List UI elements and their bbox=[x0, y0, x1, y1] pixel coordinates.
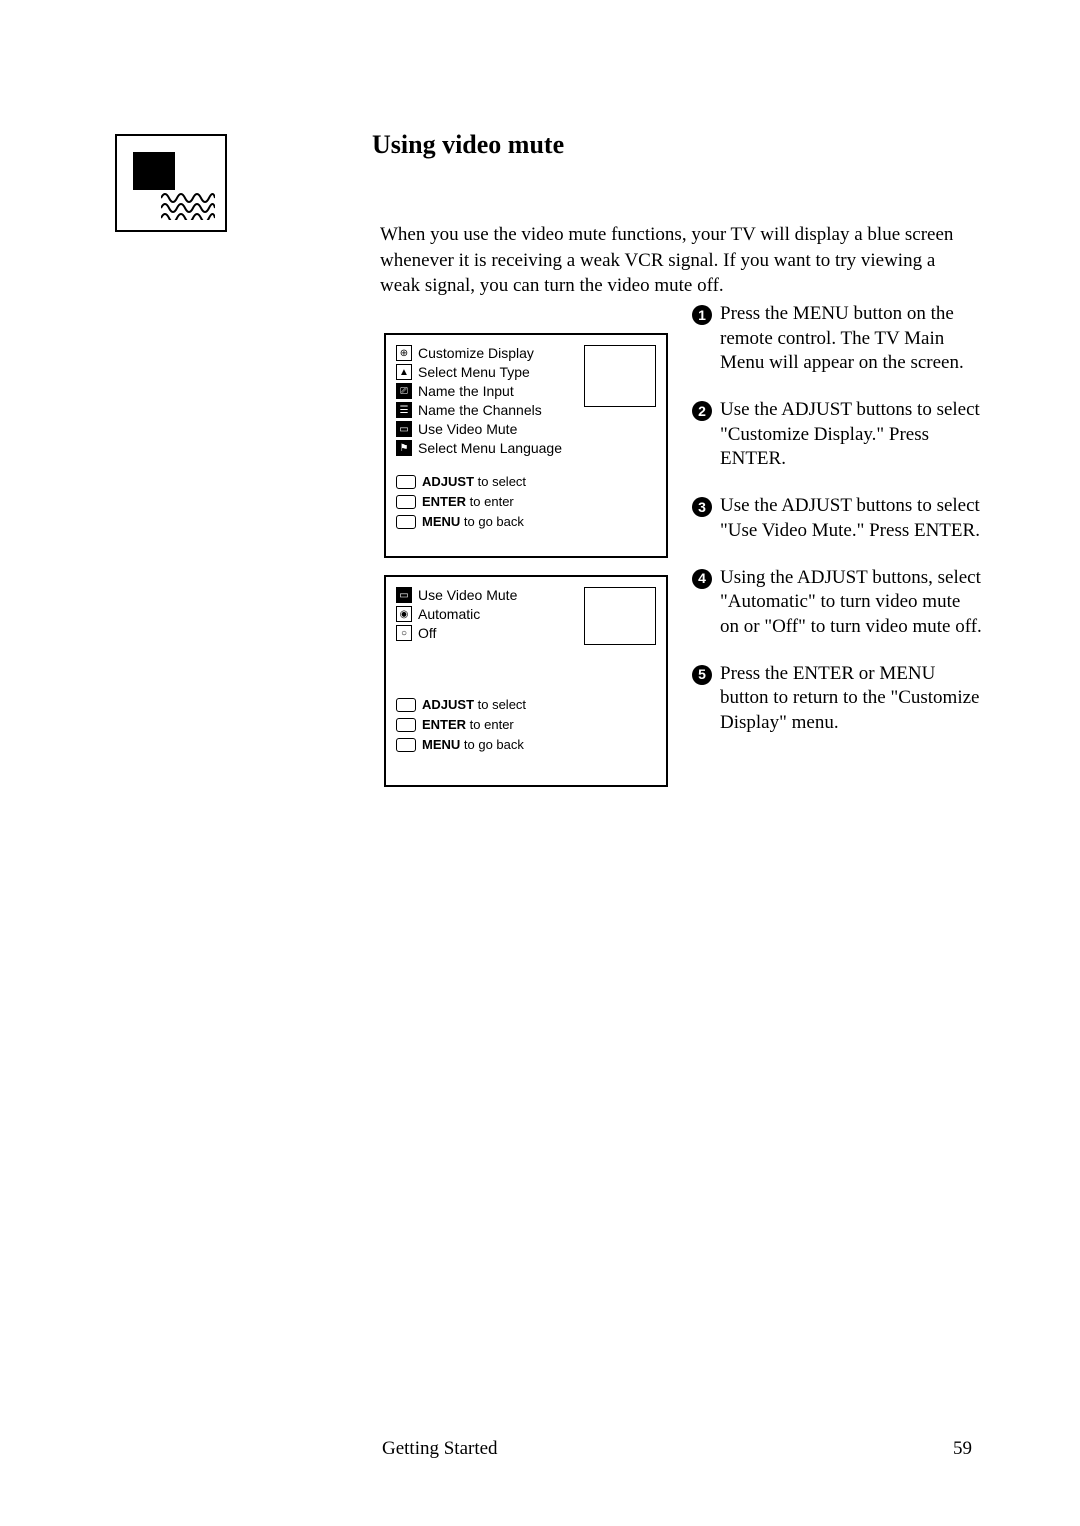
section-heading: Using video mute bbox=[372, 130, 564, 160]
menu-item-label: Name the Input bbox=[418, 383, 514, 399]
menu-glyph-icon: ⚑ bbox=[396, 440, 412, 456]
signal-waves-icon bbox=[161, 190, 215, 220]
step-number-icon: 2 bbox=[692, 401, 712, 421]
control-label: ENTER bbox=[422, 494, 466, 509]
control-suffix: to enter bbox=[466, 717, 514, 732]
menu-item-label: Automatic bbox=[418, 606, 480, 622]
menu-item-label: Use Video Mute bbox=[418, 421, 517, 437]
menu-glyph-icon: ◉ bbox=[396, 606, 412, 622]
step-text: Press the MENU button on the remote cont… bbox=[720, 302, 982, 376]
menu-glyph-icon: ○ bbox=[396, 625, 412, 641]
menu-item-label: Select Menu Type bbox=[418, 364, 530, 380]
control-suffix: to go back bbox=[460, 514, 524, 529]
menu-glyph-icon: ⎚ bbox=[396, 383, 412, 399]
step-number-icon: 1 bbox=[692, 305, 712, 325]
step-text: Use the ADJUST buttons to select "Custom… bbox=[720, 398, 982, 472]
enter-button-icon bbox=[396, 718, 416, 732]
step-4: 4 Using the ADJUST buttons, select "Auto… bbox=[692, 566, 982, 640]
menu-glyph-icon: ⊕ bbox=[396, 345, 412, 361]
step-2: 2 Use the ADJUST buttons to select "Cust… bbox=[692, 398, 982, 472]
menu-glyph-icon: ☰ bbox=[396, 402, 412, 418]
control-label: ADJUST bbox=[422, 697, 474, 712]
tv-screen-icon bbox=[133, 152, 175, 190]
step-1: 1 Press the MENU button on the remote co… bbox=[692, 302, 982, 376]
menu-glyph-icon: ▲ bbox=[396, 364, 412, 380]
menu-screenshot-customize: ⊕ Customize Display ▲ Select Menu Type ⎚ Na… bbox=[384, 333, 668, 558]
step-text: Using the ADJUST buttons, select "Automa… bbox=[720, 566, 982, 640]
control-suffix: to enter bbox=[466, 494, 514, 509]
menu-glyph-icon: ▭ bbox=[396, 587, 412, 603]
controls-legend: ADJUST to select ENTER to enter MENU to … bbox=[396, 474, 656, 529]
control-label: MENU bbox=[422, 737, 460, 752]
control-label: MENU bbox=[422, 514, 460, 529]
menu-item-label: Customize Display bbox=[418, 345, 534, 361]
footer-section-name: Getting Started bbox=[382, 1438, 498, 1460]
menu-item: ⚑ Select Menu Language bbox=[396, 440, 656, 456]
steps-list: 1 Press the MENU button on the remote co… bbox=[692, 302, 982, 758]
control-label: ADJUST bbox=[422, 474, 474, 489]
step-number-icon: 4 bbox=[692, 569, 712, 589]
menu-item-label: Name the Channels bbox=[418, 402, 542, 418]
control-suffix: to select bbox=[474, 697, 526, 712]
control-suffix: to select bbox=[474, 474, 526, 489]
adjust-button-icon bbox=[396, 698, 416, 712]
menu-screenshot-videomute: ▭ Use Video Mute ◉ Automatic ○ Off ADJUST t… bbox=[384, 575, 668, 787]
step-3: 3 Use the ADJUST buttons to select "Use … bbox=[692, 494, 982, 543]
menu-glyph-icon: ▭ bbox=[396, 421, 412, 437]
menu-button-icon bbox=[396, 738, 416, 752]
step-text: Use the ADJUST buttons to select "Use Vi… bbox=[720, 494, 982, 543]
page-number: 59 bbox=[953, 1438, 972, 1460]
step-5: 5 Press the ENTER or MENU button to retu… bbox=[692, 662, 982, 736]
step-number-icon: 5 bbox=[692, 665, 712, 685]
controls-legend: ADJUST to select ENTER to enter MENU to … bbox=[396, 697, 656, 752]
control-suffix: to go back bbox=[460, 737, 524, 752]
adjust-button-icon bbox=[396, 475, 416, 489]
preview-box-icon bbox=[584, 345, 656, 407]
menu-item-label: Use Video Mute bbox=[418, 587, 517, 603]
menu-item-label: Off bbox=[418, 625, 436, 641]
preview-box-icon bbox=[584, 587, 656, 645]
intro-paragraph: When you use the video mute functions, y… bbox=[380, 222, 970, 299]
step-text: Press the ENTER or MENU button to return… bbox=[720, 662, 982, 736]
page-illustration-icon bbox=[115, 134, 227, 232]
menu-button-icon bbox=[396, 515, 416, 529]
menu-item-label: Select Menu Language bbox=[418, 440, 562, 456]
step-number-icon: 3 bbox=[692, 497, 712, 517]
control-label: ENTER bbox=[422, 717, 466, 732]
enter-button-icon bbox=[396, 495, 416, 509]
menu-item: ▭ Use Video Mute bbox=[396, 421, 656, 437]
